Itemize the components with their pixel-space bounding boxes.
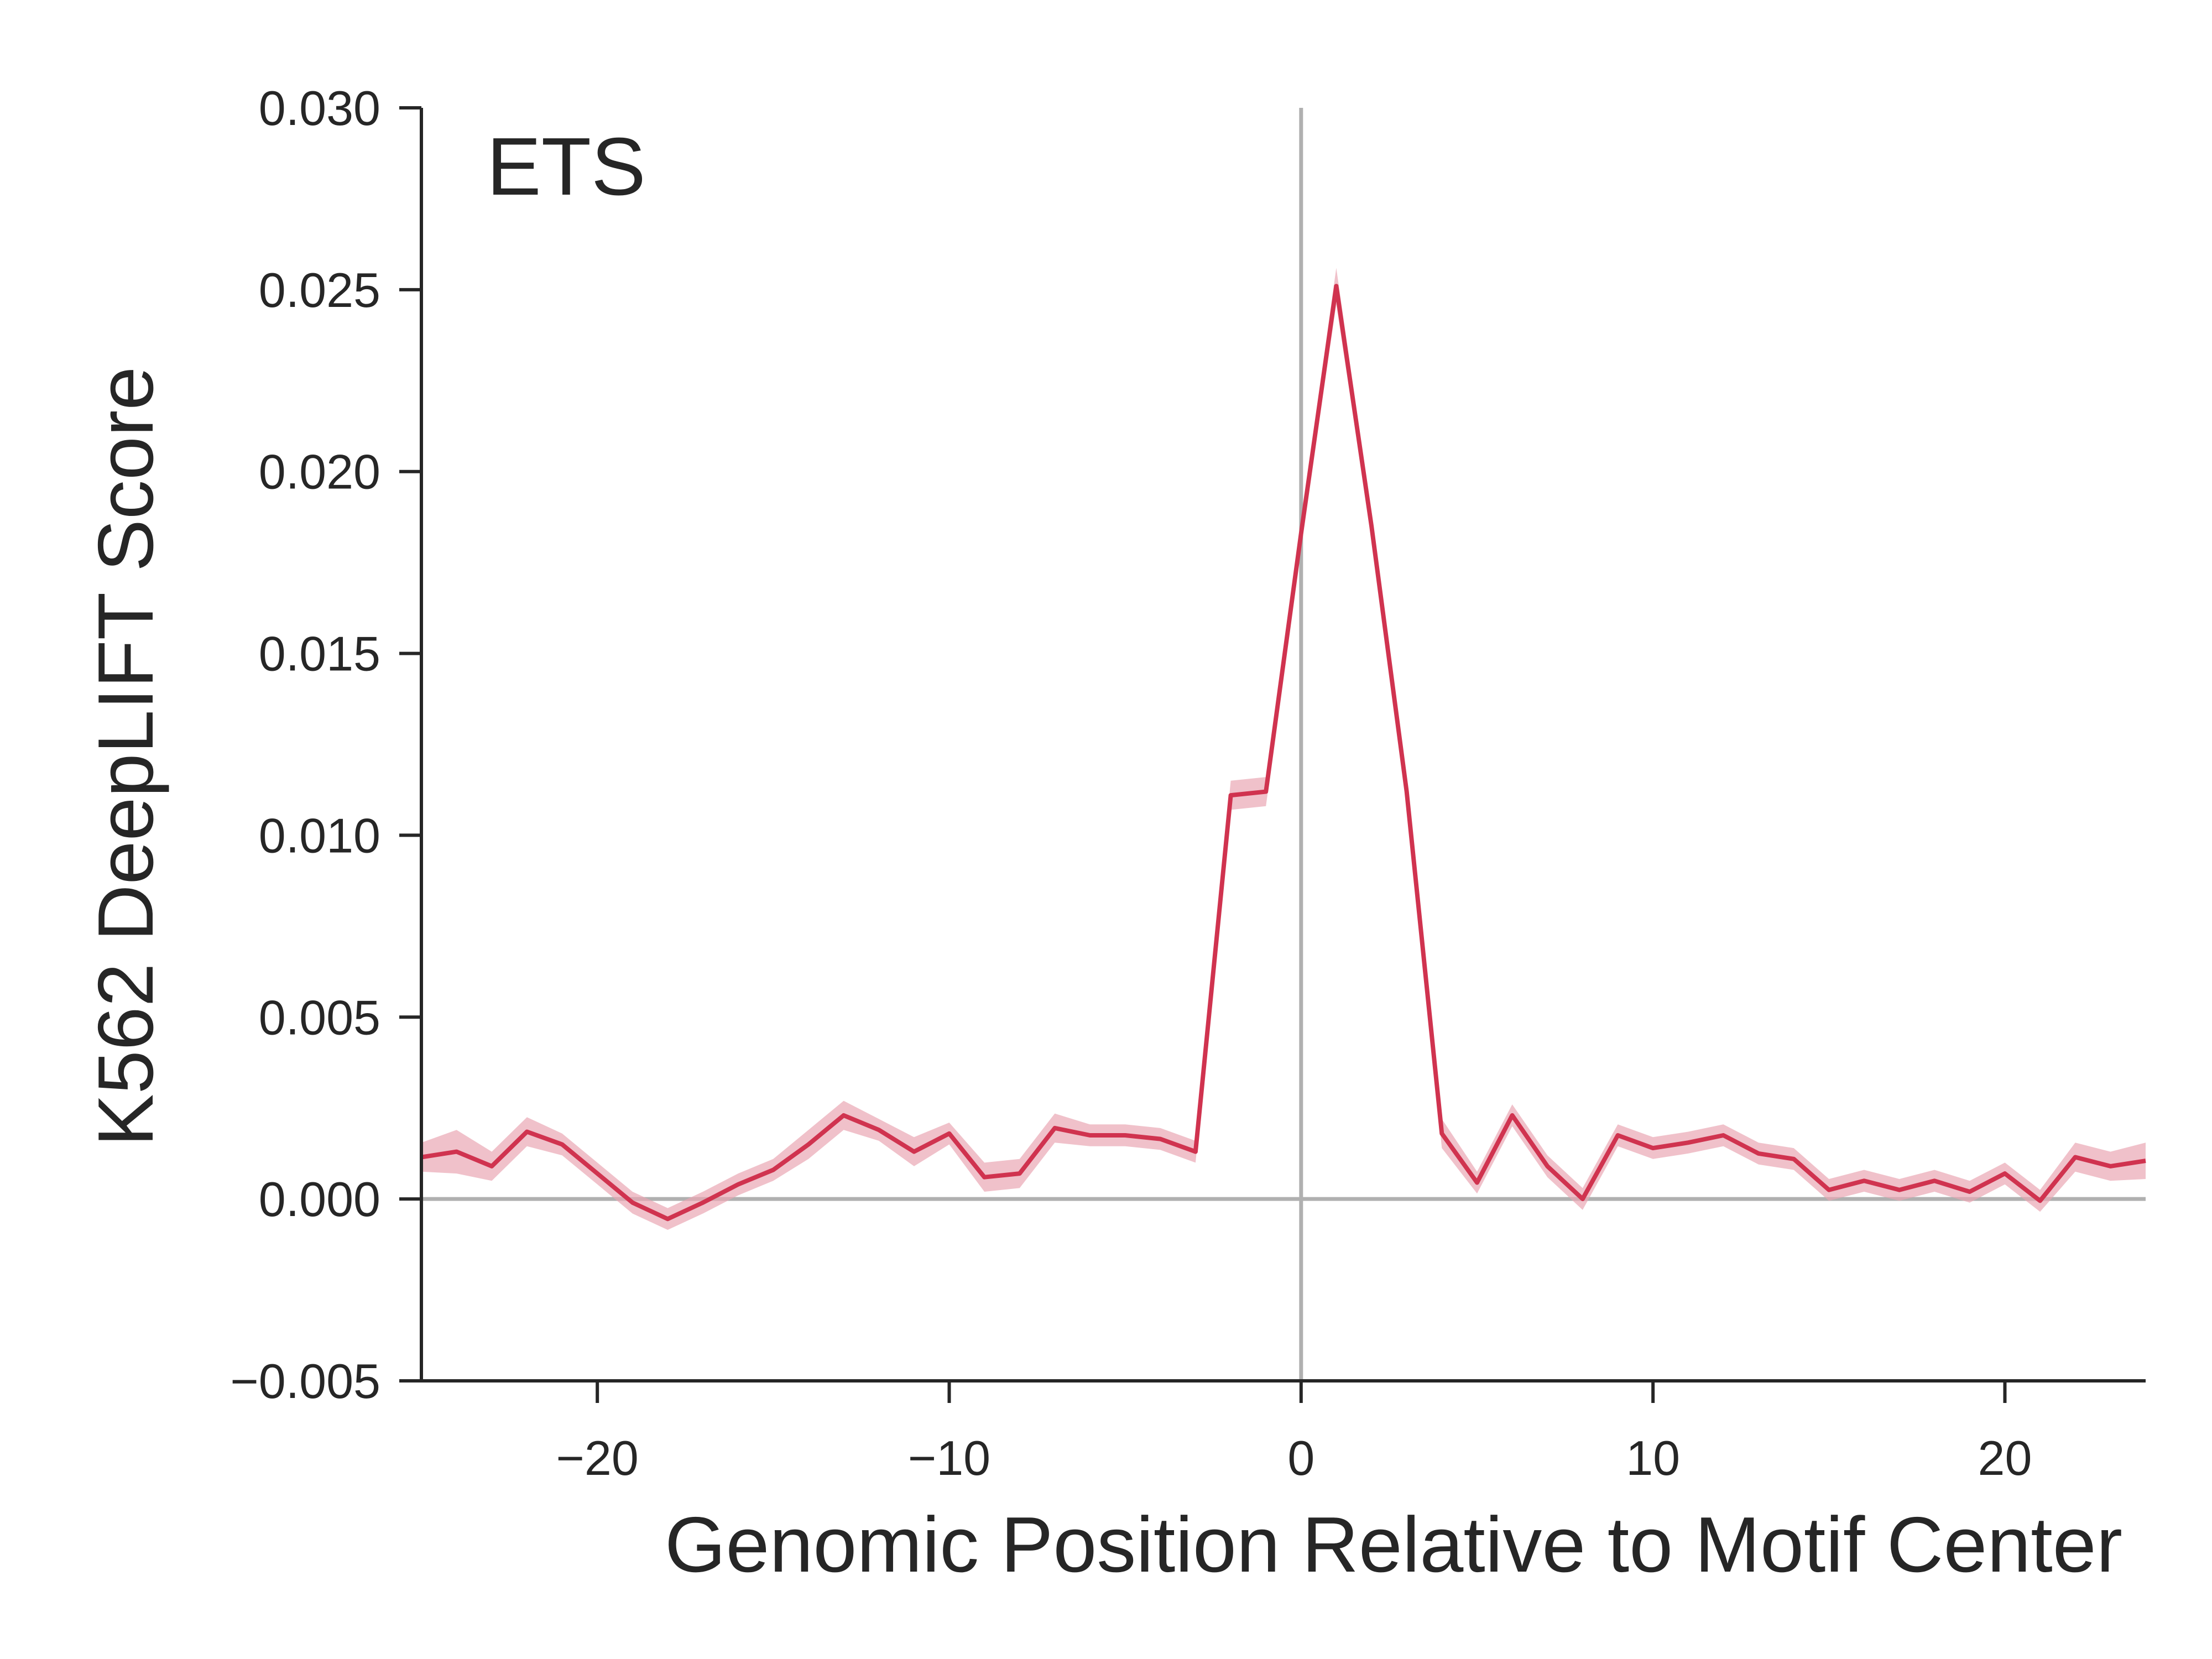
y-tick-label: 0.020 xyxy=(259,445,380,499)
y-tick-label: 0.015 xyxy=(259,627,380,681)
x-tick-label: −10 xyxy=(908,1431,990,1485)
x-axis-title: Genomic Position Relative to Motif Cente… xyxy=(665,1501,2122,1589)
y-tick-label: 0.030 xyxy=(259,81,380,135)
y-tick-label: 0.010 xyxy=(259,808,380,863)
series-line xyxy=(421,284,2146,1222)
y-tick-label: 0.000 xyxy=(259,1172,380,1227)
confidence-band xyxy=(421,268,2146,1230)
x-tick-label: 20 xyxy=(1978,1431,2032,1485)
y-tick-label: 0.025 xyxy=(259,263,380,317)
x-tick-label: −20 xyxy=(556,1431,639,1485)
y-axis-title: K562 DeepLIFT Score xyxy=(82,367,170,1146)
axes: −0.005 0.000 0.005 0.010 0.015 0.020 0.025 0.03… xyxy=(230,81,2146,1485)
y-tick-label: −0.005 xyxy=(230,1354,380,1408)
plot-area xyxy=(421,108,2146,1381)
y-tick-label: 0.005 xyxy=(259,990,380,1045)
x-tick-label: 10 xyxy=(1626,1431,1680,1485)
panel-label: ETS xyxy=(487,121,646,212)
x-tick-label: 0 xyxy=(1287,1431,1314,1485)
